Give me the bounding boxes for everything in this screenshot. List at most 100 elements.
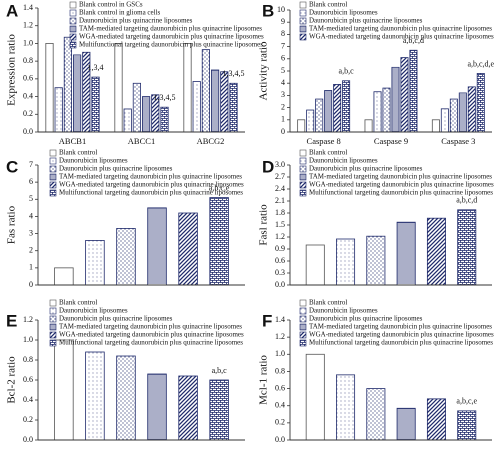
bar [54,339,74,441]
bar [400,57,409,133]
annotation: 1,3,4,5 [154,93,176,102]
legend-label: WGA-mediated targeting daunorubicin plus… [59,181,244,189]
y-tick-label: 0.2 [23,109,33,118]
y-tick-label: 1.4 [275,315,285,324]
y-tick-label: 0.6 [275,383,285,392]
y-tick-label: 3 [29,228,33,237]
y-tick-label: 0.6 [275,256,285,265]
bar [297,119,306,133]
y-axis-label: Bcl-2 ratio [6,356,18,404]
bar [147,373,167,441]
legend-label: Multifunctional targeting daunorubicin p… [59,339,243,347]
annotation: a,b,c [339,67,355,76]
y-tick-label: 0.2 [23,415,33,424]
y-tick-label: 0.0 [23,435,33,444]
legend-swatch [69,17,77,25]
legend-label: Daunorubicin liposomes [309,157,378,165]
legend-label: Blank control [309,299,347,307]
legend-swatch [69,1,77,9]
y-axis-label: Fas ratio [6,205,18,244]
legend-label: Daunorubicin liposomes [309,9,378,17]
legend-label: WGA-mediated targeting daunorubicin plus… [59,331,244,339]
y-tick-label: 0.2 [275,418,285,427]
legend-label: Daunorubicin plus quinacrine liposomes [309,315,423,323]
bar [220,71,229,133]
legend-swatch [299,1,307,9]
y-axis-label: Expression ratio [6,34,18,106]
bar [116,228,136,286]
bar [366,235,386,286]
bar [142,96,151,133]
legend-label: Daunorubicin plus quinacrine liposomes [59,315,173,323]
bar [391,66,400,133]
bar [306,109,315,133]
bar [85,351,105,441]
y-tick-label: 0.8 [23,355,33,364]
legend-swatch [299,323,307,331]
y-tick-label: 1.8 [275,208,285,217]
y-tick-label: 1.2 [275,232,285,241]
x-tick-label: ABCC1 [128,136,155,146]
y-tick-label: 2.7 [275,172,285,181]
legend-swatch [69,25,77,33]
y-tick-label: 1.2 [23,21,33,30]
legend-label: Daunorubicin plus quinacrine liposomes [59,165,173,173]
bar [201,49,210,133]
y-tick-label: 1.0 [23,38,33,47]
y-tick-label: 2 [29,246,33,255]
legend-swatch [49,339,57,347]
y-tick-label: 6 [29,177,33,186]
bar [426,398,446,441]
legend-swatch [299,165,307,173]
legend-swatch [299,173,307,181]
legend-label: TAM-mediated targeting daunorubicin plus… [59,323,242,331]
y-tick-label: 8 [281,29,285,38]
legend-label: TAM-mediated targeting daunorubicin plus… [79,25,262,33]
legend-label: WGA-mediated targeting daunorubicin plus… [79,33,264,41]
y-tick-label: 0.8 [275,366,285,375]
legend-swatch [49,173,57,181]
bar [305,244,325,286]
bar [305,353,325,441]
y-tick-label: 0.0 [23,127,33,136]
y-tick-label: 0.6 [23,74,33,83]
legend-swatch [299,157,307,165]
y-tick-label: 2.1 [275,196,285,205]
legend-swatch [299,17,307,25]
legend-swatch [299,315,307,323]
legend-label: Multifunctional targeting daunorubicin p… [309,189,493,197]
legend-label: WGA-mediated targeting daunorubicin plus… [309,33,494,41]
legend-swatch [299,331,307,339]
annotation: 1,3,4 [88,63,104,72]
bar [336,374,356,441]
bar [476,73,485,133]
annotation: a,b,c [212,366,228,375]
bar [45,43,54,133]
y-tick-label: 10 [277,5,285,14]
legend-label: WGA-mediated targeting daunorubicin plus… [309,181,494,189]
x-tick-label: Caspase 3 [441,136,475,146]
y-tick-label: 0.3 [275,268,285,277]
y-tick-label: 0.8 [23,56,33,65]
y-tick-label: 1.4 [23,3,33,12]
x-tick-label: Caspase 8 [307,136,341,146]
y-tick-label: 4 [281,78,285,87]
bar [183,43,192,133]
bar [160,106,169,133]
legend-swatch [299,33,307,41]
y-tick-label: 0.6 [23,375,33,384]
legend-label: Daunorubicin liposomes [309,307,378,315]
annotation: a,b,c,d [403,36,424,45]
panel-label: E [6,311,17,330]
legend-swatch [49,189,57,197]
y-tick-label: 0.4 [275,401,285,410]
bar [132,82,141,133]
legend-swatch [299,181,307,189]
bar [409,49,418,133]
y-tick-label: 2 [281,102,285,111]
bar [333,84,342,133]
bar [366,388,386,441]
bar [457,410,477,441]
legend-swatch [49,165,57,173]
